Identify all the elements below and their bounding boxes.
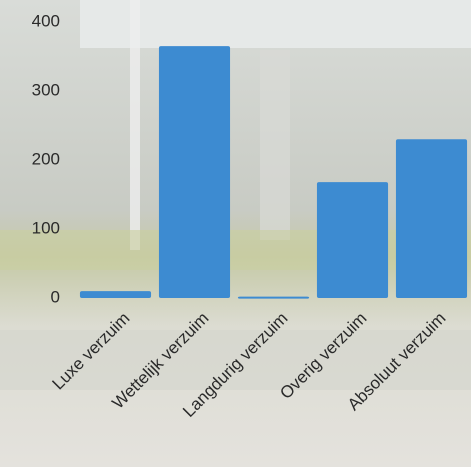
bar: [316, 182, 389, 298]
bar: [79, 291, 152, 298]
y-tick-label: 400: [32, 11, 60, 30]
bar: [237, 296, 310, 299]
bar: [158, 46, 231, 299]
y-tick-label: 0: [51, 287, 60, 306]
y-tick-label: 100: [32, 218, 60, 237]
y-tick-label: 300: [32, 80, 60, 99]
bar: [395, 139, 468, 298]
y-tick-label: 200: [32, 149, 60, 168]
